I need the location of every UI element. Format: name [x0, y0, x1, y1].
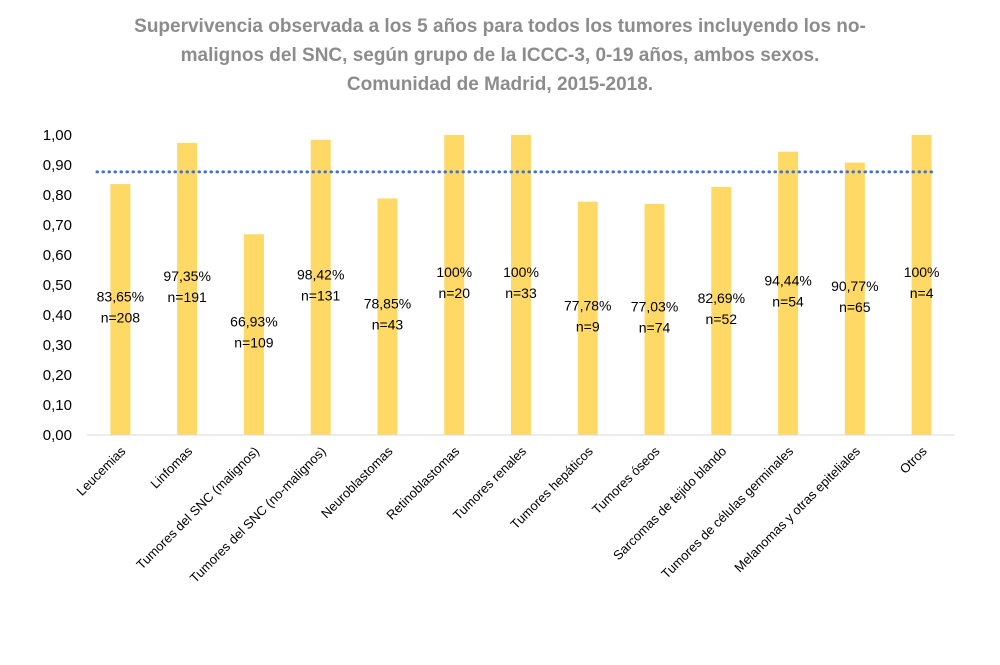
data-label-value: 98,42%	[297, 266, 344, 282]
x-tick-label: Otros	[897, 443, 930, 476]
data-label-n: n=131	[301, 287, 341, 303]
x-tick-label: Tumores óseos	[589, 443, 663, 517]
data-label-value: 90,77%	[831, 278, 878, 294]
data-label-value: 100%	[436, 264, 472, 280]
x-tick-label: Tumores del SNC (no-malignos)	[187, 444, 329, 586]
chart-title-line-1: Supervivencia observada a los 5 años par…	[134, 16, 866, 37]
bar	[243, 234, 264, 435]
data-label-n: n=20	[438, 285, 470, 301]
x-tick-label: Tumores de células germinales	[658, 443, 796, 581]
bar	[377, 198, 398, 435]
data-label-n: n=74	[639, 319, 671, 335]
y-tick-label: 1,00	[43, 127, 72, 144]
bar	[444, 135, 465, 435]
data-label-value: 77,78%	[564, 297, 611, 313]
y-tick-label: 0,30	[43, 337, 72, 354]
data-label-n: n=208	[101, 310, 141, 326]
y-tick-label: 0,60	[43, 247, 72, 264]
bar	[644, 203, 665, 435]
y-tick-label: 0,10	[43, 397, 72, 414]
data-label-value: 83,65%	[97, 289, 144, 305]
data-label-n: n=191	[167, 289, 207, 305]
y-tick-label: 0,70	[43, 217, 72, 234]
bar	[778, 151, 799, 435]
y-tick-label: 0,90	[43, 157, 72, 174]
data-label-value: 78,85%	[364, 296, 411, 312]
x-tick-label: Linfomas	[147, 443, 195, 491]
data-label-n: n=65	[839, 299, 871, 315]
bar	[844, 162, 865, 435]
x-tick-label: Leucemias	[73, 443, 128, 498]
x-tick-label: Neuroblastomas	[318, 443, 396, 521]
data-label-value: 66,93%	[230, 314, 277, 330]
bar	[511, 135, 531, 435]
data-label-n: n=33	[505, 285, 537, 301]
data-label-n: n=9	[576, 318, 600, 334]
y-tick-label: 0,80	[43, 187, 72, 204]
data-label-value: 82,69%	[698, 290, 745, 306]
data-label-n: n=54	[772, 293, 804, 309]
chart-title-line-3: Comunidad de Madrid, 2015-2018.	[346, 74, 654, 95]
bar	[911, 135, 932, 435]
data-label-n: n=109	[234, 335, 274, 351]
bar	[577, 201, 598, 435]
x-tick-label: Melanomas y otras epiteliales	[731, 443, 863, 575]
chart-title-line-2: malignos del SNC, según grupo de la ICCC…	[180, 45, 820, 66]
bar	[711, 186, 732, 435]
data-label-value: 77,03%	[631, 298, 678, 314]
data-label-n: n=4	[910, 285, 934, 301]
chart-title: Supervivencia observada a los 5 años par…	[0, 12, 1000, 99]
data-label-value: 94,44%	[764, 272, 811, 288]
y-tick-label: 0,00	[43, 427, 72, 444]
data-label-value: 100%	[904, 264, 940, 280]
y-tick-label: 0,20	[43, 367, 72, 384]
data-label-value: 100%	[503, 264, 539, 280]
data-label-value: 97,35%	[163, 268, 210, 284]
data-label-n: n=52	[706, 311, 738, 327]
y-tick-label: 0,40	[43, 307, 72, 324]
data-label-n: n=43	[372, 317, 404, 333]
x-tick-label: Sarcomas de tejido blando	[610, 444, 729, 563]
bar	[310, 139, 331, 436]
x-tick-label: Tumores del SNC (malignos)	[133, 444, 262, 573]
bar	[110, 184, 131, 435]
bar	[177, 142, 198, 435]
y-tick-label: 0,50	[43, 277, 72, 294]
